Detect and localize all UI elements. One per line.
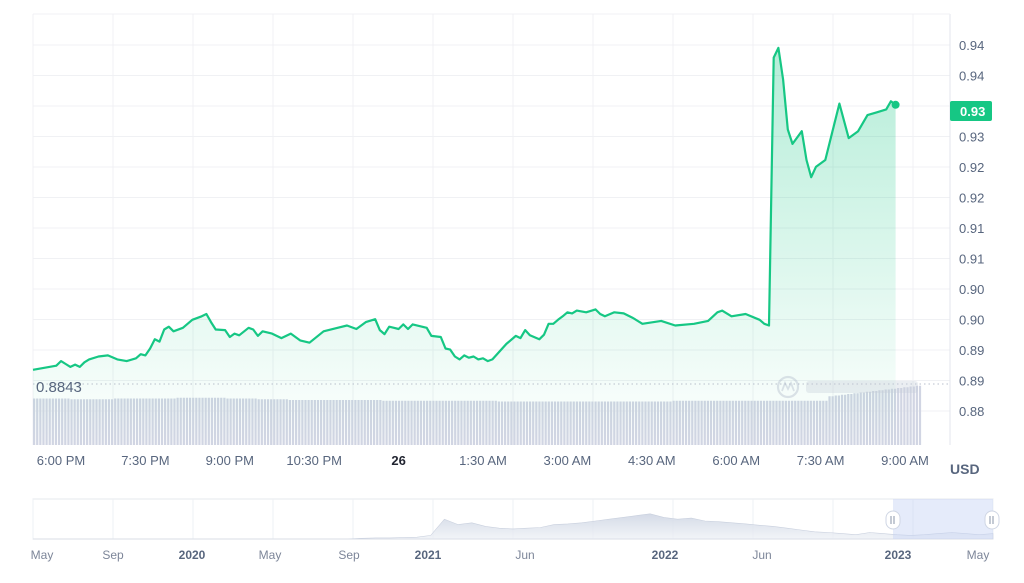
overview-tick-label: 2020 — [179, 548, 206, 562]
overview-tick-label: Sep — [102, 548, 124, 562]
overview-tick-label: May — [31, 548, 54, 562]
x-tick-label: 1:30 AM — [459, 453, 507, 468]
overview-selected-range[interactable] — [893, 499, 993, 539]
overview-tick-label: May — [967, 548, 990, 562]
y-tick-label: 0.90 — [959, 313, 984, 328]
overview-x-axis: May Sep 2020 May Sep 2021 Jun 2022 Jun 2023 May — [31, 548, 990, 562]
y-tick-label: 0.94 — [959, 69, 984, 84]
x-tick-label: 7:30 AM — [797, 453, 845, 468]
y-tick-label: 0.92 — [959, 191, 984, 206]
coinmarketcap-watermark-icon — [776, 375, 918, 399]
y-tick-label: 0.94 — [959, 38, 984, 53]
x-tick-label: 6:00 PM — [37, 453, 85, 468]
y-tick-label: 0.92 — [959, 160, 984, 175]
price-line-path — [32, 46, 897, 371]
y-tick-label: 0.89 — [959, 343, 984, 358]
currency-label: USD — [950, 461, 980, 477]
last-price-dot — [891, 100, 900, 109]
x-tick-label: 7:30 PM — [121, 453, 169, 468]
x-tick-label: 4:30 AM — [628, 453, 676, 468]
x-tick-label: 10:30 PM — [286, 453, 342, 468]
volume-bar — [909, 386, 912, 445]
y-tick-label: 0.89 — [959, 374, 984, 389]
overview-tick-label: 2022 — [652, 548, 679, 562]
y-tick-label: 0.91 — [959, 221, 984, 236]
overview-right-handle[interactable] — [984, 510, 1000, 530]
x-tick-label: 9:00 PM — [206, 453, 254, 468]
x-axis: 6:00 PM 7:30 PM 9:00 PM 10:30 PM 26 1:30 AM 3:… — [37, 453, 929, 468]
volume-bar — [915, 385, 918, 445]
range-overview[interactable]: May Sep 2020 May Sep 2021 Jun 2022 Jun 2023 May — [31, 498, 1000, 562]
volume-bar — [918, 385, 922, 445]
overview-tick-label: May — [259, 548, 282, 562]
price-line — [32, 46, 900, 371]
y-tick-label: 0.88 — [959, 404, 984, 419]
overview-tick-label: Jun — [515, 548, 534, 562]
x-tick-label: 6:00 AM — [712, 453, 760, 468]
y-tick-label: 0.91 — [959, 252, 984, 267]
volume-bar — [897, 388, 900, 445]
y-axis: 0.94 0.94 0.93 0.93 0.92 0.92 0.91 0.91 0.90 0.90… — [959, 38, 984, 419]
overview-tick-label: 2021 — [415, 548, 442, 562]
x-tick-label: 26 — [391, 453, 405, 468]
x-tick-label: 3:00 AM — [544, 453, 592, 468]
volume-bar — [903, 387, 906, 445]
volume-bar — [912, 386, 915, 445]
x-tick-label: 9:00 AM — [881, 453, 929, 468]
volume-bar — [906, 387, 909, 445]
volume-bar — [900, 388, 903, 445]
price-area-fill — [33, 47, 896, 446]
price-area — [33, 47, 896, 446]
overview-history-area — [33, 513, 994, 540]
overview-tick-label: 2023 — [885, 548, 912, 562]
current-price-badge-label: 0.93 — [960, 104, 985, 119]
overview-tick-label: Sep — [338, 548, 360, 562]
reference-price-label: 0.8843 — [36, 379, 82, 396]
current-price-badge: 0.93 — [950, 101, 992, 121]
y-tick-label: 0.90 — [959, 282, 984, 297]
overview-left-handle[interactable] — [885, 510, 901, 530]
y-tick-label: 0.93 — [959, 130, 984, 145]
overview-tick-label: Jun — [752, 548, 771, 562]
